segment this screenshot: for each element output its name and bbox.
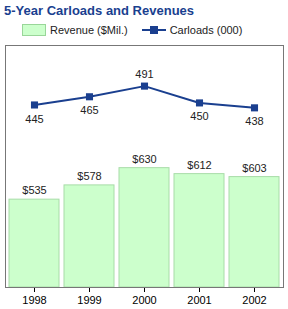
svg-text:2002: 2002 (242, 294, 266, 306)
svg-text:465: 465 (80, 104, 98, 116)
svg-text:$603: $603 (242, 162, 266, 174)
html-text:Carloads (000): Carloads (000) (169, 24, 243, 36)
svg-text:2001: 2001 (187, 294, 211, 306)
html-text:5-Year Carloads and Revenues: 5-Year Carloads and Revenues (4, 3, 194, 18)
svg-text:2000: 2000 (132, 294, 156, 306)
svg-text:445: 445 (25, 112, 43, 124)
svg-text:$612: $612 (187, 159, 211, 171)
svg-text:$630: $630 (132, 153, 156, 165)
html-text:Revenue ($Mil.): Revenue ($Mil.) (50, 24, 128, 36)
svg-text:$535: $535 (22, 184, 46, 196)
svg-text:450: 450 (190, 110, 208, 122)
svg-text:438: 438 (245, 115, 263, 127)
svg-text:1998: 1998 (22, 294, 46, 306)
svg-text:491: 491 (135, 68, 153, 80)
svg-text:1999: 1999 (77, 294, 101, 306)
svg-text:$578: $578 (77, 170, 101, 182)
